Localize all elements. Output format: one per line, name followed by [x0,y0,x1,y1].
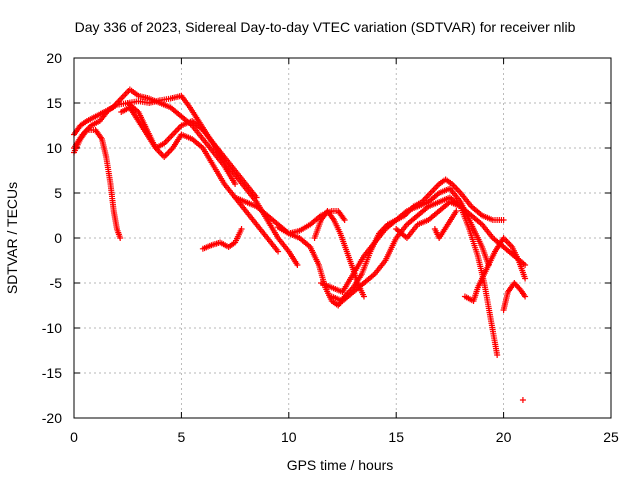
axis-ticks: 0 5 10 15 20 25 -20 -15 -10 -5 0 5 10 15 20 [42,50,619,445]
chart-title: Day 336 of 2023, Sidereal Day-to-day VTE… [75,19,576,35]
series-arc10 [311,208,367,300]
data-point [522,293,529,300]
series-arc6 [199,226,245,252]
data-point [494,352,501,358]
x-tick-label: 20 [496,429,512,445]
y-tick-label: 5 [54,185,62,201]
data-points [71,86,529,403]
series-arc5 [118,104,282,255]
series-arc8 [275,176,507,309]
y-axis-label: SDTVAR / TECUs [4,182,20,294]
x-tick-label: 5 [178,429,186,445]
data-point [341,217,348,223]
data-point [453,208,460,214]
y-tick-label: 10 [46,140,62,156]
data-point [360,293,367,300]
y-tick-label: 0 [54,230,62,246]
x-axis-label: GPS time / hours [287,457,394,473]
series-arc9 [318,185,492,295]
y-tick-label: 15 [46,95,62,111]
x-tick-label: 25 [603,429,619,445]
data-point [294,262,301,268]
x-tick-label: 0 [70,429,78,445]
data-point [238,226,245,232]
data-point [117,235,124,241]
y-tick-label: -15 [42,365,62,381]
y-tick-label: -20 [42,410,62,426]
data-point [522,262,529,268]
x-tick-label: 10 [281,429,297,445]
y-tick-label: 20 [46,50,62,66]
x-tick-label: 15 [388,429,404,445]
data-point [522,275,529,282]
y-tick-label: -5 [50,275,63,291]
data-point [232,181,239,187]
series-outlier [519,397,526,403]
data-point [500,217,507,223]
data-point [275,248,282,255]
data-point [519,397,526,403]
plot-frame [73,57,612,419]
series-arc16 [500,280,529,313]
y-tick-label: -10 [42,320,62,336]
series-arc13 [431,208,460,241]
series-arc3 [71,127,124,241]
series-arc15 [461,235,529,304]
series-arc4 [124,92,301,268]
